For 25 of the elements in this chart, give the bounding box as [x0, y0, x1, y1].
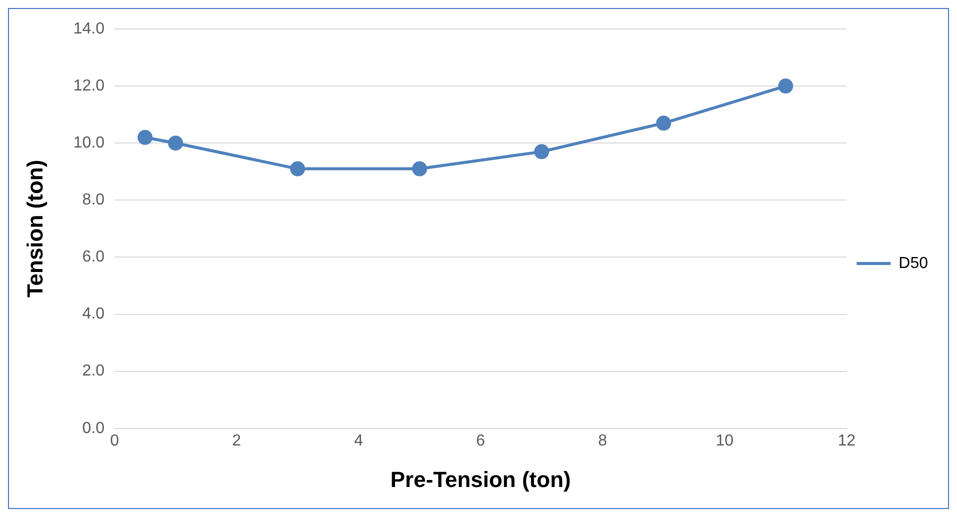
x-tick-label: 8 [598, 432, 608, 450]
x-axis-title: Pre-Tension (ton) [390, 466, 571, 492]
point [168, 136, 184, 151]
x-tick-label: 2 [232, 432, 242, 450]
x-tick-label: 10 [716, 432, 734, 450]
x-tick-label: 0 [110, 432, 120, 450]
y-tick-label: 2.0 [82, 362, 105, 380]
x-tick-label: 12 [838, 432, 856, 450]
y-tick-label: 14.0 [73, 20, 105, 38]
y-tick-label: 6.0 [82, 248, 105, 266]
point [290, 161, 306, 176]
point [138, 130, 153, 145]
x-tick-label: 4 [354, 432, 364, 450]
point [778, 78, 794, 94]
y-tick-label: 10.0 [73, 134, 105, 152]
y-tick-label: 0.0 [82, 420, 105, 437]
point [412, 161, 428, 176]
x-tick-label: 6 [476, 432, 486, 450]
y-axis-title: Tension (ton) [22, 160, 48, 298]
legend-label: D50 [898, 254, 928, 272]
point [534, 144, 550, 160]
point [656, 116, 672, 131]
y-tick-label: 4.0 [82, 306, 105, 323]
y-tick-label: 8.0 [82, 192, 105, 209]
y-tick-label: 12.0 [73, 77, 105, 94]
